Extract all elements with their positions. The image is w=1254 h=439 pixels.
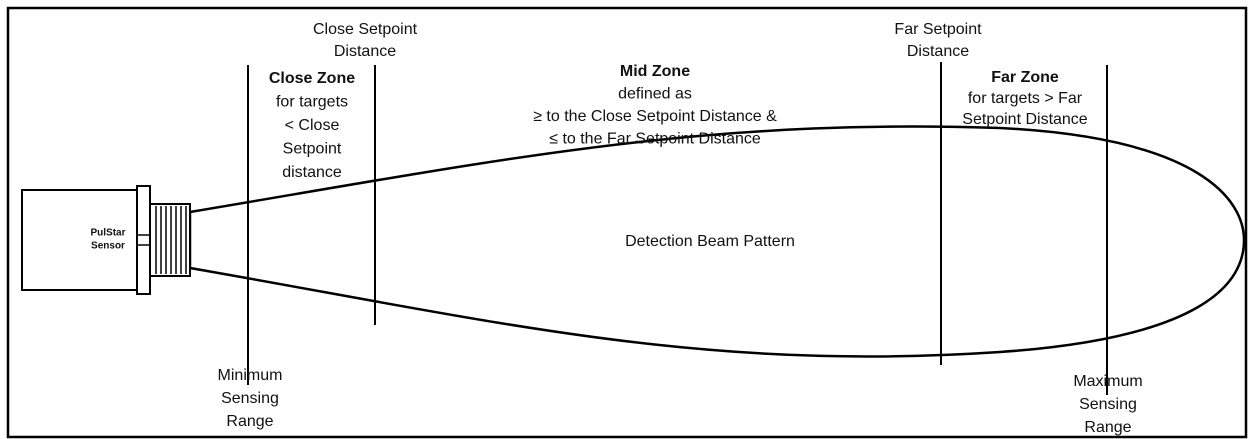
label-line: Minimum [218,367,283,384]
label-line: defined as [618,86,692,103]
zone-title: Close Zone [269,70,355,87]
zone-title: Mid Zone [620,63,690,80]
label-line: Close Setpoint [313,21,418,38]
label-line: Setpoint [283,141,342,158]
label-line: Distance [907,43,969,60]
label-line: ≤ to the Far Setpoint Distance [549,131,761,148]
label-line: Maximum [1073,373,1142,390]
label-line: Sensing [221,390,279,407]
label-line: ≥ to the Close Setpoint Distance & [533,108,777,125]
label-line: Sensor [91,241,125,252]
label-line: for targets > Far [968,90,1083,107]
sensor-body [21,189,138,291]
beam-pattern [188,125,1246,358]
zone-title: Far Zone [991,69,1059,86]
beam-label: Detection Beam Pattern [625,233,795,250]
label-line: Range [226,413,273,430]
label-line: Setpoint Distance [962,111,1088,128]
thread-ridges [155,206,187,274]
label-line: Distance [334,43,396,60]
frame [6,6,1248,439]
sensor-collar [136,185,151,295]
label-line: Range [1084,419,1131,436]
label-line: Sensing [1079,396,1137,413]
label-line: for targets [276,94,348,111]
label-line: PulStar [90,228,125,239]
label-line: distance [282,164,342,181]
label-line: Far Setpoint [894,21,982,38]
label-line: < Close [285,117,340,134]
